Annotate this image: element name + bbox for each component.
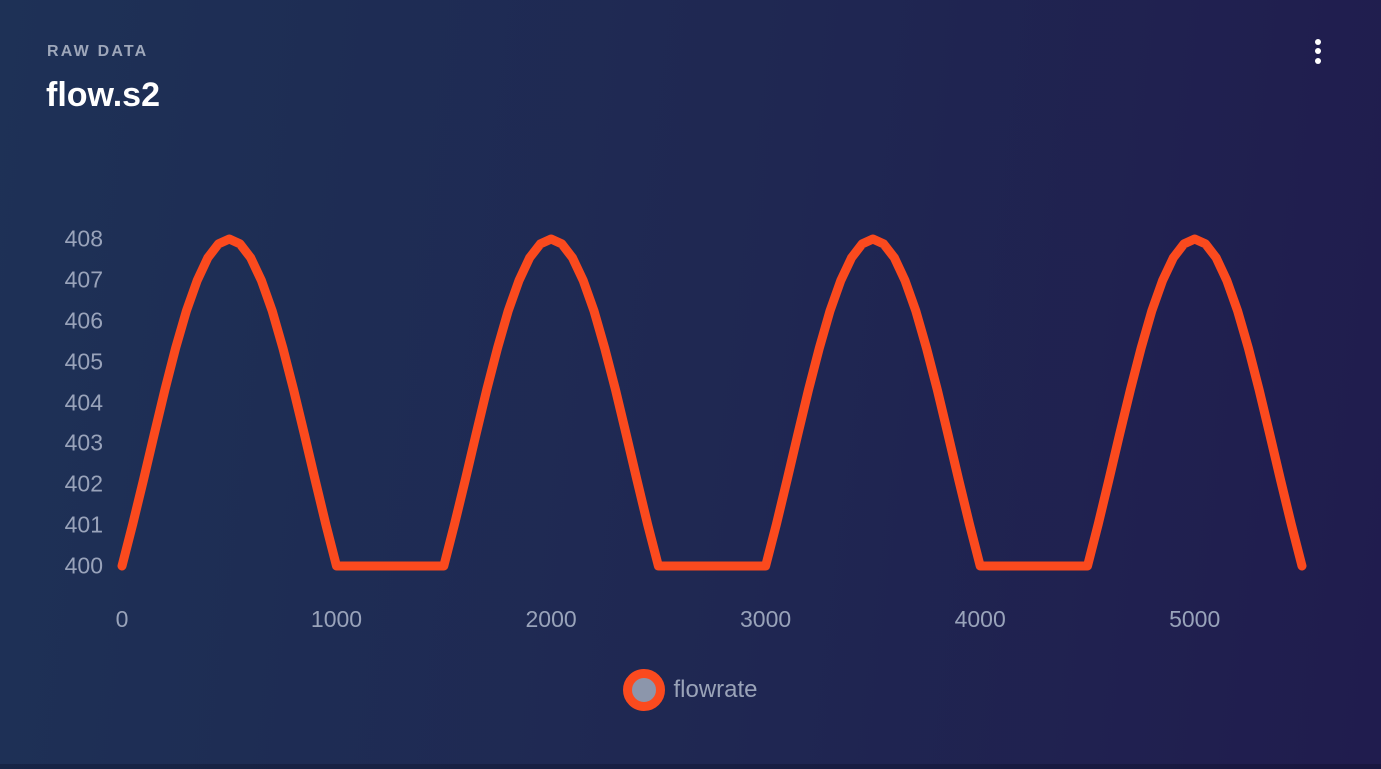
x-tick-label: 5000: [1169, 606, 1221, 632]
legend-label: flowrate: [673, 676, 758, 703]
y-tick-label: 400: [64, 552, 103, 579]
kebab-menu-icon: [1304, 38, 1332, 64]
panel-menu-button[interactable]: [1304, 32, 1332, 70]
y-tick-label: 404: [64, 389, 103, 415]
y-tick-label: 407: [64, 266, 103, 293]
y-tick-label: 403: [64, 429, 103, 456]
panel-eyebrow: RAW DATA: [47, 43, 149, 60]
x-tick-label: 2000: [525, 606, 577, 632]
x-tick-label: 3000: [740, 606, 792, 632]
legend-item-flowrate[interactable]: flowrate: [623, 669, 758, 711]
legend-marker-flowrate: [623, 669, 666, 711]
legend: flowrate: [0, 669, 1381, 711]
panel-bottom-divider: [0, 764, 1381, 769]
y-tick-label: 408: [64, 225, 103, 252]
panel-title: flow.s2: [46, 76, 160, 114]
y-tick-label: 405: [64, 348, 103, 375]
x-tick-label: 0: [115, 606, 129, 632]
x-tick-label: 1000: [310, 606, 363, 632]
y-tick-label: 402: [64, 470, 103, 497]
y-tick-label: 406: [64, 307, 103, 334]
x-tick-label: 4000: [954, 606, 1006, 632]
y-tick-label: 401: [64, 511, 103, 538]
flowrate-series-line: [117, 234, 1307, 571]
